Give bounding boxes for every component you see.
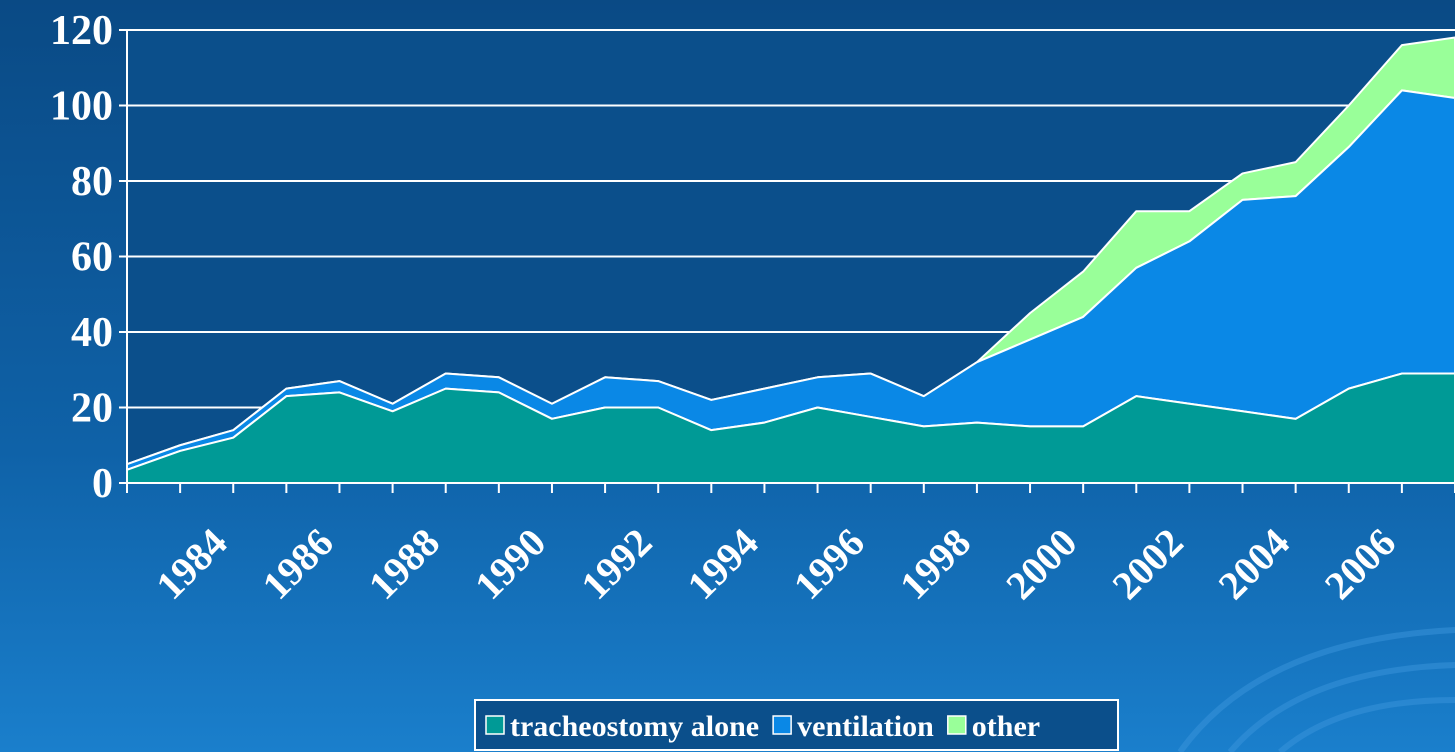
legend-swatch <box>948 716 966 734</box>
legend-swatch <box>486 716 504 734</box>
y-tick-label: 40 <box>71 310 113 356</box>
y-tick-label: 20 <box>71 386 113 432</box>
legend-label: other <box>972 710 1040 743</box>
page: tracheostomy alone ventilation other 0 20 40… <box>0 0 1455 752</box>
chart: tracheostomy alone ventilation other 0 20 40… <box>0 0 1455 752</box>
legend-swatch <box>773 716 791 734</box>
legend-label: tracheostomy alone <box>510 710 759 743</box>
y-tick-label: 80 <box>71 159 113 205</box>
y-tick-label: 100 <box>50 84 113 130</box>
y-tick-label: 120 <box>50 8 113 54</box>
legend-label: ventilation <box>797 710 934 743</box>
y-tick-label: 60 <box>71 235 113 281</box>
y-tick-label: 0 <box>92 461 113 507</box>
